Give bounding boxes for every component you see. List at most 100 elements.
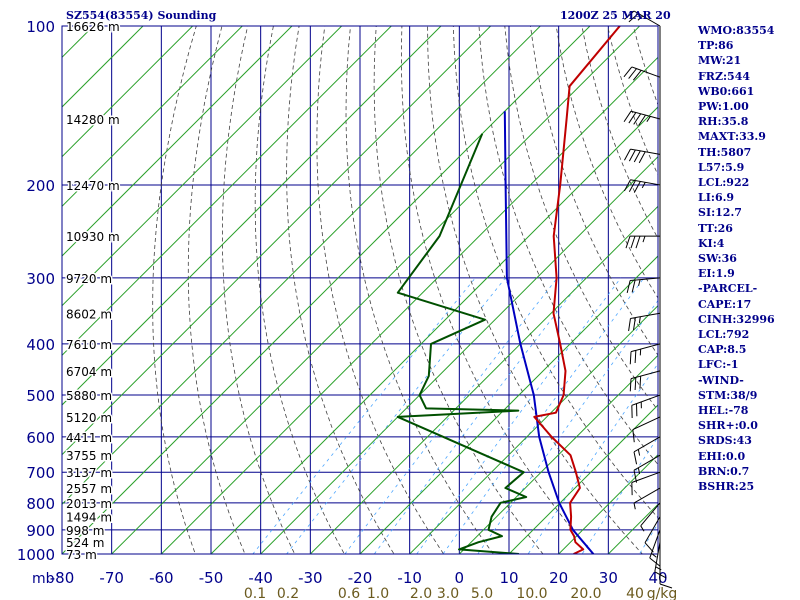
index-item: LFC:-1 — [698, 358, 739, 372]
wind-barb — [624, 10, 661, 27]
isotherm — [62, 26, 144, 108]
temperature-tick-label: 10 — [499, 569, 518, 587]
height-label: 10930 m — [66, 230, 120, 244]
temperature-tick-label: 30 — [599, 569, 618, 587]
wind-barb-flag — [628, 112, 637, 124]
wind-barb-flag — [642, 235, 646, 243]
isotherm — [0, 14, 6, 565]
height-label: 3755 m — [66, 449, 112, 463]
wind-barb — [629, 343, 661, 365]
wind-barb-flag — [628, 13, 639, 23]
wind-barb — [633, 454, 661, 483]
index-item: LI:6.9 — [698, 191, 735, 205]
wind-barb-flag — [638, 316, 641, 324]
wind-barb-flag — [651, 552, 657, 558]
mixing-ratio-line — [477, 299, 658, 554]
pressure-tick-label: 100 — [26, 18, 55, 36]
isotherm — [259, 155, 658, 554]
index-item: SHR+:0.0 — [698, 419, 758, 433]
isotherm — [0, 14, 55, 565]
mixing-ratio-label: 2.0 — [410, 586, 432, 600]
wind-barb-flag — [635, 235, 641, 249]
index-item: -WIND- — [698, 373, 744, 387]
wind-barb-shaft — [649, 529, 661, 559]
wind-barb — [640, 502, 661, 532]
mixing-ratio-label: 0.1 — [244, 586, 266, 600]
wind-barb-flag — [623, 110, 632, 123]
index-item: TH:5807 — [698, 145, 752, 159]
index-item: L57:5.9 — [698, 160, 745, 174]
isotherm — [210, 106, 658, 554]
mixing-ratio-line — [373, 277, 584, 554]
wind-barb-flag — [628, 149, 636, 162]
temperature-tick-label: -80 — [50, 569, 75, 587]
wind-barb-shaft — [631, 471, 661, 483]
index-item: SW:36 — [698, 252, 737, 265]
index-item: EHI:0.0 — [698, 449, 746, 463]
isotherm — [309, 205, 658, 554]
height-label: 9720 m — [66, 272, 112, 286]
pressure-tick-label: 800 — [26, 495, 55, 513]
temperature-tick-label: 40 — [648, 569, 667, 587]
isotherm — [110, 26, 641, 554]
wind-barb-flag — [639, 376, 642, 389]
index-item: LCL:792 — [698, 328, 750, 341]
temperature-tick-label: -30 — [298, 569, 323, 587]
isotherm — [62, 26, 244, 208]
mixing-ratio-line — [442, 277, 645, 554]
dry-adiabat — [187, 26, 246, 554]
index-item: KI:4 — [698, 236, 725, 250]
wind-barb — [629, 370, 661, 392]
dry-adiabat — [373, 26, 544, 554]
mixing-ratio-label: 1.0 — [367, 586, 389, 600]
dewpoint-line — [396, 133, 528, 554]
wind-barb-flag — [623, 179, 631, 192]
wind-barb-flag — [637, 467, 641, 475]
wind-barb-shaft — [654, 542, 661, 572]
wind-barb-flag — [632, 70, 642, 81]
wind-barb-flag — [638, 114, 646, 126]
height-label: 12470 m — [66, 179, 120, 193]
isotherm — [62, 26, 194, 158]
wind-barb — [649, 529, 661, 567]
wind-barb — [625, 235, 660, 249]
index-item: -PARCEL- — [698, 282, 758, 296]
wind-barb-flag — [628, 68, 637, 79]
height-label: 2557 m — [66, 482, 112, 496]
wind-barb-flag — [629, 378, 632, 392]
wind-barb-flag — [638, 279, 641, 286]
station-title: SZ554(83554) Sounding — [66, 9, 217, 22]
wind-barb-flag — [633, 150, 641, 163]
dry-adiabat — [152, 26, 197, 554]
mixing-ratio-line — [344, 277, 558, 554]
isotherm — [62, 26, 442, 406]
wind-barb — [623, 148, 661, 164]
height-label: 2013 m — [66, 497, 112, 511]
wind-barb-flag — [623, 148, 631, 161]
wind-barb — [623, 66, 661, 81]
isotherm — [62, 26, 542, 506]
mixing-ratio-label: 0.6 — [338, 586, 360, 600]
dry-adiabat — [254, 26, 345, 554]
wind-barb-flag — [625, 235, 631, 249]
wind-barb-flag — [637, 449, 641, 456]
index-item: WB0:661 — [698, 84, 755, 98]
mixing-ratio-line — [527, 363, 658, 554]
index-item: HEL:-78 — [698, 404, 749, 417]
index-item: STM:38/9 — [698, 388, 758, 402]
dry-adiabat — [555, 26, 658, 299]
mixing-ratio-label: 10.0 — [516, 586, 547, 600]
dry-adiabat — [581, 26, 658, 240]
plot-frame — [61, 25, 659, 555]
index-item: CAP:8.5 — [698, 343, 747, 357]
pressure-tick-label: 200 — [26, 177, 55, 195]
wind-barb — [623, 179, 661, 193]
pressure-tick-label: 700 — [26, 464, 55, 482]
temperature-tick-label: -40 — [248, 569, 273, 587]
dry-adiabat — [221, 26, 296, 554]
index-item: CINH:32996 — [698, 312, 775, 326]
wind-barb — [632, 416, 661, 443]
plot-area — [0, 14, 658, 565]
wind-barb-flag — [641, 182, 646, 189]
dry-adiabat — [452, 26, 658, 519]
